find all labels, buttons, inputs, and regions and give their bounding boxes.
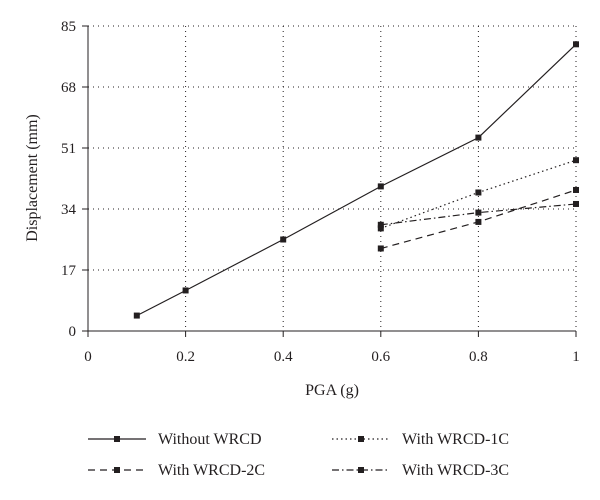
y-tick-label: 17 <box>61 263 77 279</box>
legend: Without WRCD With WRCD-1C With WRCD-2C With… <box>88 431 509 479</box>
series-line <box>136 43 577 317</box>
legend-label: With WRCD-1C <box>402 431 509 448</box>
data-point <box>280 236 287 243</box>
legend-swatch-marker <box>358 436 364 442</box>
legend-label: With WRCD-3C <box>402 462 509 479</box>
data-point <box>182 287 189 294</box>
data-point <box>573 186 579 193</box>
legend-item: With WRCD-3C <box>332 462 509 479</box>
legend-item: With WRCD-1C <box>332 431 509 448</box>
data-point <box>475 134 482 141</box>
ticks: 0 17 34 51 68 85 0 0.2 0.4 0.6 0.8 1 <box>61 19 580 365</box>
legend-label: Without WRCD <box>158 431 262 448</box>
series <box>133 41 579 319</box>
series-with-wrcd-3c <box>377 200 579 228</box>
x-tick-label: 0 <box>84 349 92 365</box>
series-without-wrcd <box>133 41 579 319</box>
y-tick-label: 85 <box>61 19 76 35</box>
x-axis-title: PGA (g) <box>305 382 359 399</box>
x-tick-label: 1 <box>572 349 580 365</box>
legend-swatch-marker <box>114 436 120 442</box>
data-point <box>475 189 482 196</box>
x-tick-label: 0.8 <box>469 349 488 365</box>
legend-item: Without WRCD <box>88 431 262 448</box>
y-tick-label: 51 <box>61 141 76 157</box>
legend-label: With WRCD-2C <box>158 462 265 479</box>
y-axis-title: Displacement (mm) <box>24 114 41 242</box>
y-tick-label: 0 <box>69 324 77 340</box>
legend-swatch-marker <box>358 467 364 473</box>
x-tick-label: 0.2 <box>176 349 195 365</box>
grid <box>88 25 577 331</box>
data-point <box>377 245 384 252</box>
axes <box>87 26 576 332</box>
legend-item: With WRCD-2C <box>88 462 265 479</box>
y-tick-label: 34 <box>61 202 77 218</box>
series-with-wrcd-1c <box>377 157 579 232</box>
data-point <box>377 221 384 228</box>
data-point <box>573 200 579 207</box>
data-point <box>377 183 384 190</box>
x-tick-label: 0.4 <box>274 349 293 365</box>
data-point <box>573 41 579 48</box>
data-point <box>573 157 579 164</box>
data-point <box>475 209 482 216</box>
series-with-wrcd-2c <box>377 186 579 252</box>
data-point <box>133 312 140 319</box>
legend-swatch-marker <box>114 467 120 473</box>
data-point <box>475 218 482 225</box>
y-tick-label: 68 <box>61 80 76 96</box>
data-point <box>377 225 384 232</box>
x-tick-label: 0.6 <box>371 349 390 365</box>
